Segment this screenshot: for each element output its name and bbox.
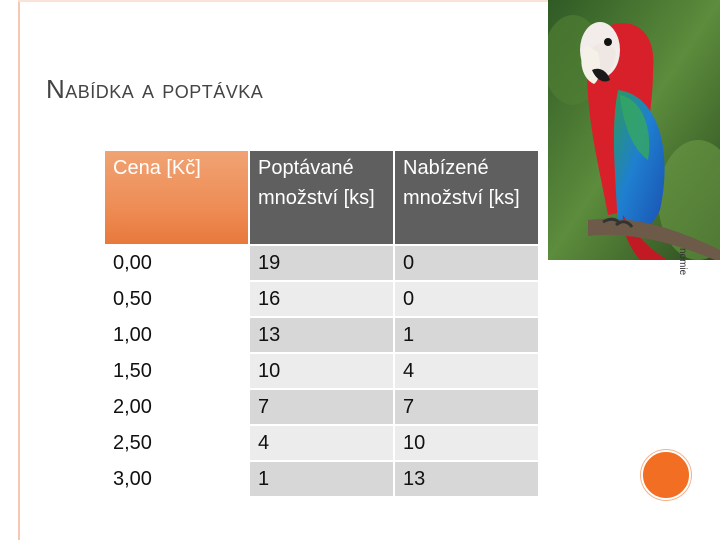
header-demand: Poptávané množství [ks] bbox=[248, 151, 393, 244]
cell-supply: 4 bbox=[393, 352, 538, 388]
table-row: 1,00 13 1 bbox=[105, 316, 538, 352]
table-row: 0,00 19 0 bbox=[105, 244, 538, 280]
table-row: 0,50 16 0 bbox=[105, 280, 538, 316]
cell-supply: 0 bbox=[393, 244, 538, 280]
parrot-image bbox=[548, 0, 720, 260]
cell-price: 2,00 bbox=[105, 388, 248, 424]
cell-demand: 19 bbox=[248, 244, 393, 280]
cell-supply: 7 bbox=[393, 388, 538, 424]
cell-demand: 16 bbox=[248, 280, 393, 316]
table-row: 1,50 10 4 bbox=[105, 352, 538, 388]
supply-demand-table: Cena [Kč] Poptávané množství [ks] Nabíze… bbox=[105, 151, 538, 496]
header-supply: Nabízené množství [ks] bbox=[393, 151, 538, 244]
cell-demand: 4 bbox=[248, 424, 393, 460]
slide-title: Nabídka a poptávka bbox=[46, 74, 264, 104]
parrot-illustration bbox=[548, 0, 720, 260]
image-credit: nomie bbox=[677, 248, 688, 276]
cell-demand: 7 bbox=[248, 388, 393, 424]
cell-demand: 10 bbox=[248, 352, 393, 388]
frame-accent-line-top bbox=[18, 0, 548, 2]
frame-accent-line bbox=[18, 0, 20, 540]
cell-supply: 1 bbox=[393, 316, 538, 352]
cell-price: 2,50 bbox=[105, 424, 248, 460]
table-row: 2,00 7 7 bbox=[105, 388, 538, 424]
table-header-row: Cena [Kč] Poptávané množství [ks] Nabíze… bbox=[105, 151, 538, 244]
cell-price: 0,00 bbox=[105, 244, 248, 280]
cell-supply: 0 bbox=[393, 280, 538, 316]
cell-price: 0,50 bbox=[105, 280, 248, 316]
table-row: 2,50 4 10 bbox=[105, 424, 538, 460]
cell-demand: 1 bbox=[248, 460, 393, 496]
header-price: Cena [Kč] bbox=[105, 151, 248, 244]
decorative-circle bbox=[641, 450, 691, 500]
cell-price: 1,50 bbox=[105, 352, 248, 388]
table-row: 3,00 1 13 bbox=[105, 460, 538, 496]
cell-demand: 13 bbox=[248, 316, 393, 352]
cell-price: 3,00 bbox=[105, 460, 248, 496]
cell-supply: 10 bbox=[393, 424, 538, 460]
cell-price: 1,00 bbox=[105, 316, 248, 352]
cell-supply: 13 bbox=[393, 460, 538, 496]
